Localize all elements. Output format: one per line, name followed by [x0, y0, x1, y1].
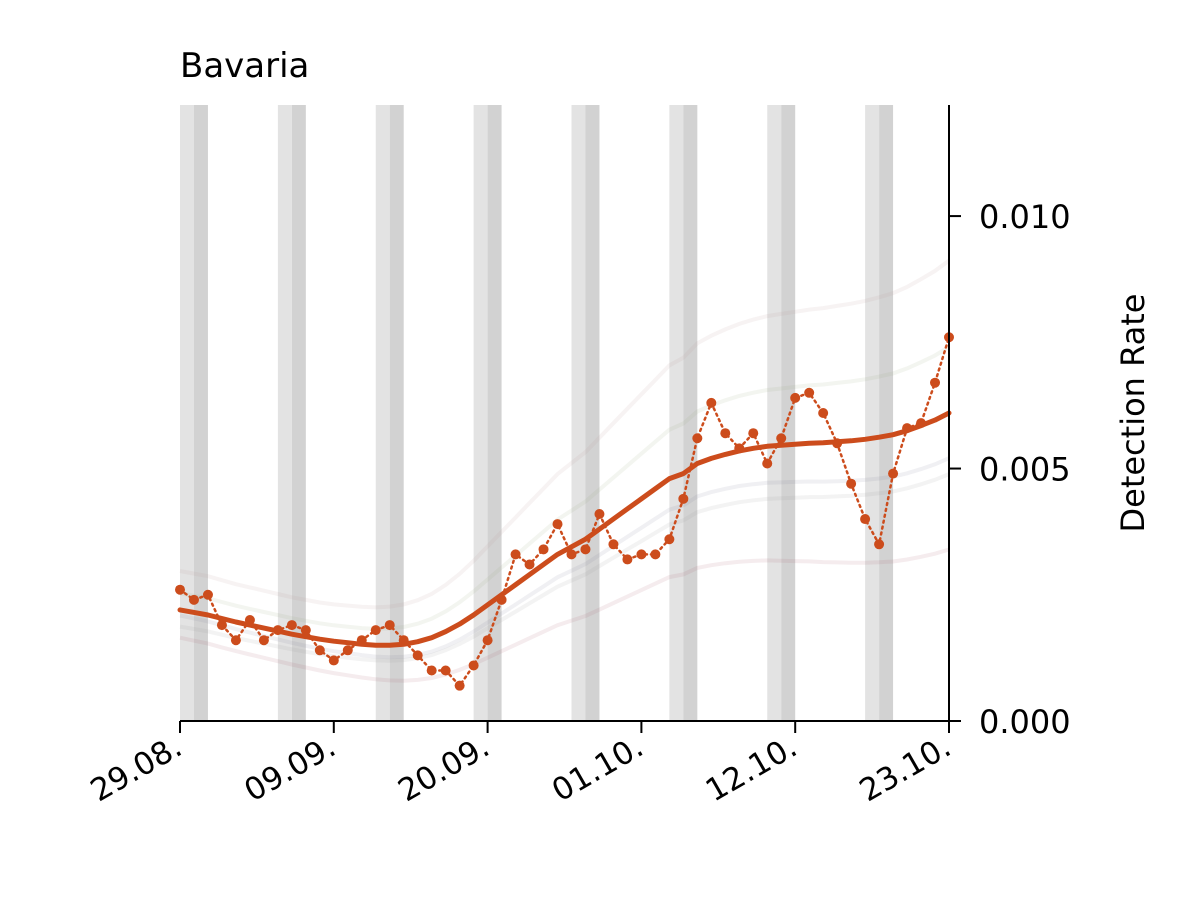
y-tick-label: 0.005: [979, 451, 1071, 489]
daily-point: [622, 554, 633, 565]
weekend-band: [879, 105, 894, 721]
daily-point: [748, 428, 759, 439]
weekend-band: [389, 105, 404, 721]
daily-point: [314, 645, 325, 656]
weekend-band: [277, 105, 292, 721]
daily-point: [874, 539, 885, 550]
region-line: [179, 345, 951, 631]
weekend-band: [767, 105, 782, 721]
daily-point: [636, 549, 647, 560]
weekend-band: [669, 105, 684, 721]
weekend-band: [571, 105, 586, 721]
daily-point: [706, 397, 717, 408]
x-tick-label: 20.09.: [392, 729, 495, 809]
daily-series: [175, 332, 954, 691]
daily-point: [286, 620, 297, 631]
daily-point: [692, 433, 703, 444]
daily-point: [762, 458, 773, 469]
daily-point: [678, 493, 689, 504]
y-axis-label: Detection Rate: [1114, 294, 1152, 533]
daily-point: [538, 544, 549, 555]
daily-point: [566, 549, 577, 560]
daily-point: [650, 549, 661, 560]
weekend-band: [781, 105, 796, 721]
daily-point: [608, 539, 619, 550]
x-tick-label: 09.09.: [238, 729, 341, 809]
daily-point: [510, 549, 521, 560]
x-tick-label: 29.08.: [85, 729, 188, 809]
daily-point: [342, 645, 353, 656]
daily-point: [930, 377, 941, 388]
region-line: [179, 456, 950, 660]
trend-line: [177, 410, 952, 648]
weekend-band: [180, 105, 194, 721]
daily-point: [300, 625, 311, 636]
region-line: [179, 547, 950, 683]
daily-point: [790, 392, 801, 403]
region-line: [179, 258, 951, 610]
region-line: [179, 472, 950, 663]
weekend-band: [487, 105, 502, 721]
daily-point: [384, 620, 395, 631]
daily-point: [804, 387, 815, 398]
daily-point: [664, 534, 675, 545]
daily-point: [440, 665, 451, 676]
daily-point: [860, 514, 871, 525]
weekend-band: [473, 105, 488, 721]
y-ticks: 0.000 0.005 0.010: [949, 198, 1071, 741]
daily-point: [580, 544, 591, 555]
weekend-band: [193, 105, 208, 721]
weekend-band: [375, 105, 390, 721]
weekend-band: [291, 105, 306, 721]
daily-point: [846, 478, 857, 489]
other-regions-lines: [179, 258, 951, 683]
daily-point: [328, 655, 339, 666]
daily-point: [552, 519, 563, 530]
daily-point: [412, 650, 423, 661]
daily-point: [370, 625, 381, 636]
weekend-band: [865, 105, 880, 721]
daily-point: [426, 665, 437, 676]
weekend-band: [683, 105, 698, 721]
daily-point: [776, 433, 787, 444]
daily-point: [720, 428, 731, 439]
chart-title: Bavaria: [180, 46, 309, 86]
daily-point: [175, 584, 185, 595]
daily-point: [216, 620, 227, 631]
y-tick-label: 0.010: [979, 198, 1071, 236]
daily-point: [468, 660, 479, 671]
x-tick-label: 01.10.: [546, 729, 649, 809]
daily-point: [888, 468, 899, 479]
x-tick-label: 23.10.: [854, 729, 957, 809]
x-ticks: 29.08. 09.09. 20.09. 01.10. 12.10. 23.10.: [85, 721, 957, 809]
daily-point: [818, 408, 829, 418]
daily-point: [594, 508, 605, 519]
x-tick-label: 12.10.: [700, 729, 803, 809]
weekend-band: [585, 105, 600, 721]
daily-point: [258, 635, 269, 646]
daily-point: [482, 635, 493, 646]
trend-series: [177, 410, 952, 648]
daily-point: [524, 559, 535, 570]
daily-point: [202, 589, 213, 600]
weekend-bands: [180, 105, 894, 721]
daily-point: [230, 635, 241, 646]
daily-point: [454, 680, 465, 691]
daily-point: [188, 594, 199, 605]
y-tick-label: 0.000: [979, 703, 1071, 741]
